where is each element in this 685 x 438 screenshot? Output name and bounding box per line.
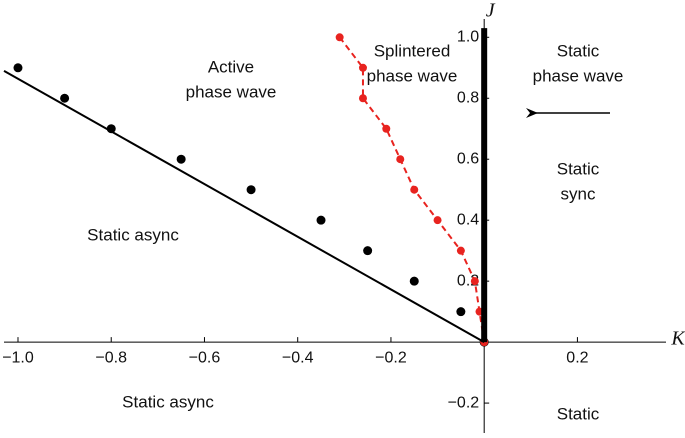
point	[433, 216, 442, 225]
point	[335, 33, 344, 42]
region-label: phase wave	[533, 66, 624, 85]
point	[13, 63, 23, 73]
region-label: Static	[557, 159, 600, 178]
y-axis-label: J	[486, 0, 496, 22]
point	[396, 155, 405, 164]
point	[456, 246, 465, 255]
point	[316, 215, 326, 225]
point	[363, 246, 373, 256]
region-label: phase wave	[367, 66, 458, 85]
region-label: sync	[561, 429, 596, 433]
x-axis-label: K	[670, 328, 685, 350]
boundary-line	[3, 69, 485, 343]
region-label: Static async	[87, 225, 179, 244]
y-tick-label: 0.4	[457, 211, 479, 228]
x-tick-label: −0.8	[95, 349, 127, 366]
x-tick-label: −0.2	[375, 349, 407, 366]
point	[456, 307, 466, 317]
region-label: Splintered	[374, 41, 451, 60]
x-tick-label: −0.4	[282, 349, 314, 366]
point	[358, 94, 367, 103]
point	[358, 63, 367, 72]
point	[60, 93, 70, 103]
region-label: sync	[561, 184, 596, 203]
point	[410, 185, 419, 194]
y-tick-label: −0.2	[448, 394, 480, 411]
region-label: Active	[208, 57, 254, 76]
region-label: Static	[557, 41, 600, 60]
point	[246, 185, 256, 195]
x-tick-label: 0.2	[566, 349, 588, 366]
region-label: Static	[557, 404, 600, 423]
x-tick-label: −0.6	[189, 349, 221, 366]
y-tick-label: 1.0	[457, 29, 479, 46]
point	[176, 154, 186, 164]
region-label: phase wave	[186, 82, 277, 101]
point	[470, 277, 479, 286]
x-tick-label: −1.0	[2, 349, 34, 366]
y-tick-label: 0.6	[457, 150, 479, 167]
y-tick-label: 0.2	[457, 272, 479, 289]
y-tick-label: 0.8	[457, 89, 479, 106]
point	[409, 276, 419, 286]
region-label: Static async	[122, 392, 214, 411]
point	[382, 124, 391, 133]
